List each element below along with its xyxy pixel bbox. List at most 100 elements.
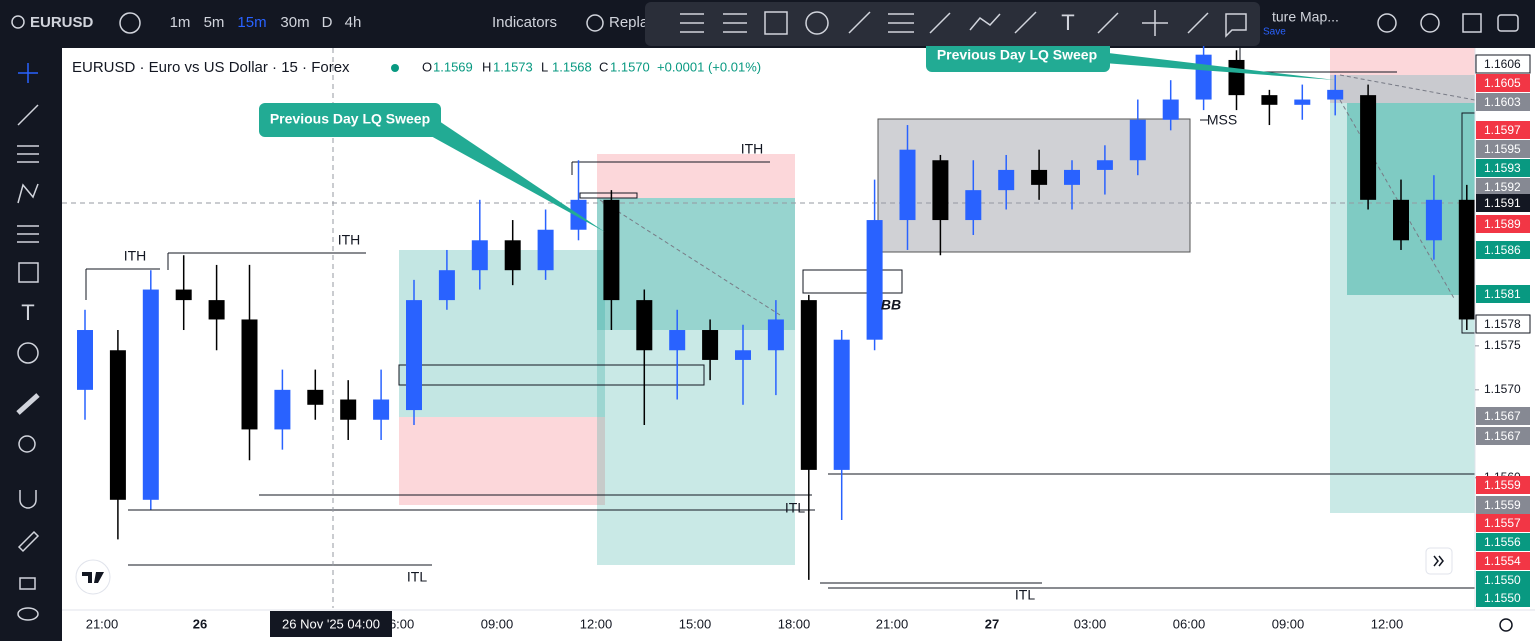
drawing-tool[interactable] — [680, 13, 747, 33]
fib-tool[interactable] — [17, 145, 39, 163]
price-tag — [1476, 533, 1530, 551]
annotations: ITH ITH ITH ITL ITL ITL BB MSS — [124, 112, 1237, 603]
x-tick-label: 21:00 — [86, 616, 119, 631]
level-line — [85, 48, 1475, 589]
callout-pointer — [420, 115, 605, 232]
lock-tool[interactable] — [19, 577, 36, 590]
pattern-tool[interactable] — [17, 183, 39, 204]
price-tag — [1476, 285, 1530, 303]
target-zone — [1330, 103, 1475, 513]
fullscreen-icon[interactable] — [1462, 13, 1482, 33]
candle-body — [932, 160, 949, 221]
candle-body — [669, 330, 686, 351]
hide-tool[interactable] — [17, 607, 39, 621]
price-tag — [1476, 93, 1530, 111]
price-tag-label: 1.1578 — [1484, 317, 1521, 331]
interval-button[interactable]: 30m — [280, 14, 309, 31]
price-tag-label: 1.1597 — [1484, 123, 1521, 137]
projection-tool[interactable] — [17, 225, 39, 243]
candle-body — [965, 190, 982, 221]
crosshair-time-box — [270, 611, 392, 637]
draw-mode-tool[interactable] — [17, 530, 40, 553]
price-tag-label: 1.1605 — [1484, 76, 1521, 90]
symbol-title: EURUSD · Euro vs US Dollar · 15 · Forex — [72, 59, 350, 76]
candle-body — [241, 319, 258, 430]
emoji-tool[interactable] — [17, 342, 39, 364]
candle-body — [537, 229, 554, 271]
ohlc-key: C — [599, 59, 608, 74]
annotation: ITH — [338, 232, 361, 248]
x-tick-label: 12:00 — [580, 616, 613, 631]
save-status[interactable]: Save — [1263, 27, 1286, 38]
y-tick-label: 1.1575 — [1484, 338, 1521, 352]
search-icon[interactable] — [11, 15, 25, 29]
drawing-tool[interactable] — [1097, 10, 1247, 38]
ohlc-value: 1.1569 — [433, 59, 473, 74]
candle-body — [702, 330, 719, 360]
candle-body — [406, 300, 422, 411]
ohlc-value: 1.1568 — [552, 59, 592, 74]
magnet-tool[interactable] — [19, 490, 37, 509]
candle-body — [1360, 95, 1377, 200]
candle-body — [1162, 99, 1179, 120]
scroll-button[interactable] — [1425, 547, 1453, 575]
layout-name[interactable]: ture Map... — [1272, 9, 1339, 25]
market-status — [391, 64, 399, 72]
drawing-toolbar — [645, 2, 1260, 46]
interval-button[interactable]: 5m — [204, 14, 225, 31]
settings-icon[interactable] — [1499, 618, 1513, 632]
compare-button[interactable] — [119, 12, 141, 34]
callout: Previous Day LQ Sweep — [259, 103, 605, 232]
candle-body — [833, 339, 850, 470]
line-tool[interactable] — [17, 104, 39, 126]
price-tag-label: 1.1606 — [1484, 57, 1521, 71]
target-zone — [597, 198, 795, 565]
indicators-button[interactable]: Indicators — [492, 14, 557, 31]
price-tag — [1476, 514, 1530, 532]
annotation: ITL — [1015, 587, 1035, 603]
drawing-tool[interactable] — [805, 11, 829, 35]
replay-icon[interactable] — [586, 14, 604, 32]
candle-body — [1393, 199, 1409, 241]
order-block — [802, 269, 903, 294]
x-tick-label: 12:00 — [1371, 616, 1404, 631]
candle-body — [1096, 160, 1113, 170]
ruler-tool[interactable] — [16, 393, 40, 415]
drawing-tool[interactable] — [848, 11, 1037, 34]
cross-tool[interactable] — [18, 63, 38, 83]
zoom-tool[interactable] — [18, 435, 36, 453]
interval-button[interactable]: 1m — [170, 14, 191, 31]
x-tick-label: 06:00 — [1173, 616, 1206, 631]
replay-button[interactable]: Repla — [609, 14, 649, 31]
interval-button[interactable]: 4h — [345, 14, 362, 31]
price-tag — [1476, 476, 1530, 494]
candle-body — [307, 389, 324, 405]
scroll-icon — [1433, 555, 1444, 567]
shape-tool[interactable] — [18, 262, 39, 283]
interval-button[interactable]: 15m — [237, 14, 266, 31]
logo-mark — [82, 572, 104, 583]
interval-button[interactable]: D — [322, 14, 333, 31]
x-tick-label: 18:00 — [778, 616, 811, 631]
price-tag — [1476, 194, 1530, 212]
symbol[interactable]: EURUSD — [30, 14, 94, 31]
callout-text: Previous Day LQ Sweep — [270, 111, 430, 127]
price-tag-label: 1.1550 — [1484, 591, 1521, 605]
zones — [399, 48, 1475, 565]
candle-body — [603, 199, 620, 301]
alert-icon[interactable] — [1377, 13, 1397, 33]
price-tag-label: 1.1567 — [1484, 409, 1521, 423]
text-tool[interactable]: T — [21, 300, 34, 325]
snapshot-icon[interactable] — [1497, 14, 1519, 32]
price-tag-label: 1.1559 — [1484, 478, 1521, 492]
price-tag — [1476, 140, 1530, 158]
ohlc-key: L — [541, 59, 548, 74]
drawing-tool[interactable] — [764, 11, 788, 35]
price-tag — [1476, 427, 1530, 445]
candle-body — [899, 149, 916, 221]
long-zone — [399, 250, 605, 417]
settings-icon[interactable] — [1420, 13, 1440, 33]
drawing-tool[interactable]: T — [1061, 10, 1074, 35]
ohlc-value: 1.1573 — [493, 59, 533, 74]
x-tick-label: 21:00 — [876, 616, 909, 631]
